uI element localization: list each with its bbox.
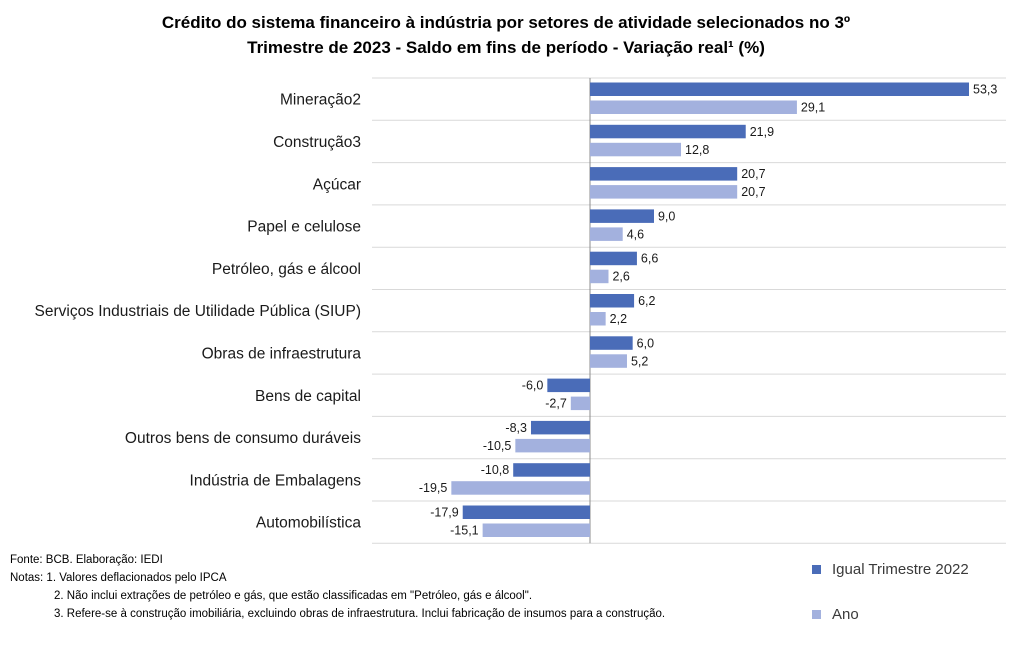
note-2: 2. Não inclui extrações de petróleo e gá… bbox=[54, 590, 533, 602]
category-label: Petróleo, gás e álcool bbox=[212, 261, 361, 278]
category-label: Automobilística bbox=[256, 515, 361, 532]
value-label-ano: 29,1 bbox=[801, 101, 825, 115]
category-label: Mineração2 bbox=[280, 92, 361, 109]
value-label-igual-trimestre: 20,7 bbox=[741, 167, 765, 181]
bar-igual-trimestre bbox=[590, 209, 654, 223]
value-label-ano: 5,2 bbox=[631, 354, 648, 368]
value-label-igual-trimestre: 6,2 bbox=[638, 294, 655, 308]
category-label: Serviços Industriais de Utilidade Públic… bbox=[35, 303, 362, 320]
value-label-igual-trimestre: 53,3 bbox=[973, 83, 997, 97]
chart-title: Crédito do sistema financeiro à indústri… bbox=[0, 10, 1012, 60]
category-label: Outros bens de consumo duráveis bbox=[125, 430, 361, 447]
value-label-igual-trimestre: 6,0 bbox=[637, 336, 654, 350]
bar-ano bbox=[590, 312, 606, 326]
chart-bars bbox=[451, 82, 969, 537]
bar-igual-trimestre bbox=[590, 124, 746, 139]
bar-igual-trimestre bbox=[590, 251, 637, 266]
value-label-ano: 12,8 bbox=[685, 143, 709, 157]
category-label: Obras de infraestrutura bbox=[202, 345, 362, 362]
value-label-ano: 4,6 bbox=[627, 227, 644, 241]
category-label: Construção3 bbox=[273, 134, 361, 151]
bar-igual-trimestre bbox=[530, 420, 590, 435]
legend-label-ano: Ano bbox=[832, 605, 859, 623]
bar-ano bbox=[515, 438, 590, 453]
value-label-igual-trimestre: -6,0 bbox=[522, 379, 544, 393]
legend-item-igual-trimestre: Igual Trimestre 2022 bbox=[812, 558, 969, 580]
bar-igual-trimestre bbox=[547, 378, 590, 393]
bar-ano bbox=[590, 142, 682, 157]
value-label-ano: -2,7 bbox=[545, 397, 567, 411]
category-label: Indústria de Embalagens bbox=[190, 472, 362, 489]
value-label-ano: 2,2 bbox=[610, 312, 627, 326]
chart-title-line1: Crédito do sistema financeiro à indústri… bbox=[161, 13, 851, 32]
chart-title-line2: Trimestre de 2023 - Saldo em fins de per… bbox=[247, 38, 765, 57]
chart-grid bbox=[372, 77, 1006, 544]
bar-igual-trimestre bbox=[462, 505, 590, 519]
bar-ano bbox=[570, 396, 590, 411]
chart-labels: Mineração2 53,3 29,1 Construção3 21,9 12,8 Açú… bbox=[35, 83, 998, 538]
legend-swatch-igual-trimestre bbox=[812, 564, 821, 574]
category-label: Açúcar bbox=[313, 176, 361, 193]
legend-item-ano: Ano bbox=[812, 603, 969, 625]
bar-igual-trimestre bbox=[590, 82, 969, 96]
bar-igual-trimestre bbox=[590, 336, 633, 350]
bar-chart: Mineração2 53,3 29,1 Construção3 21,9 12,8 Açú… bbox=[35, 77, 1006, 544]
value-label-igual-trimestre: 6,6 bbox=[641, 252, 658, 266]
note-1: Notas: 1. Valores deflacionados pelo IPC… bbox=[10, 572, 227, 584]
legend-swatch-ano bbox=[812, 609, 821, 619]
bar-igual-trimestre bbox=[590, 294, 635, 308]
bar-ano bbox=[482, 523, 590, 537]
bar-ano bbox=[590, 269, 609, 284]
note-3: 3. Refere-se à construção imobiliária, e… bbox=[54, 608, 666, 620]
value-label-igual-trimestre: 9,0 bbox=[658, 209, 675, 223]
value-label-igual-trimestre: -17,9 bbox=[430, 506, 459, 520]
category-label: Bens de capital bbox=[255, 388, 361, 405]
bar-ano bbox=[590, 185, 738, 199]
value-label-ano: 20,7 bbox=[741, 185, 765, 199]
bar-ano bbox=[590, 227, 623, 241]
value-label-igual-trimestre: -8,3 bbox=[505, 421, 527, 435]
bar-ano bbox=[590, 354, 627, 368]
chart-notes: Fonte: BCB. Elaboração: IEDI Notas: 1. V… bbox=[10, 551, 665, 623]
bar-ano bbox=[590, 100, 797, 114]
bar-igual-trimestre bbox=[513, 463, 590, 477]
bar-ano bbox=[451, 481, 590, 495]
value-label-ano: -15,1 bbox=[450, 524, 479, 538]
value-label-ano: 2,6 bbox=[612, 270, 629, 284]
chart-legend: Igual Trimestre 2022 Ano bbox=[812, 558, 969, 648]
value-label-igual-trimestre: 21,9 bbox=[750, 125, 774, 139]
category-label: Papel e celulose bbox=[247, 219, 361, 236]
source-note: Fonte: BCB. Elaboração: IEDI bbox=[10, 554, 163, 566]
value-label-ano: -10,5 bbox=[483, 439, 512, 453]
bar-igual-trimestre bbox=[590, 167, 738, 181]
legend-label-igual-trimestre: Igual Trimestre 2022 bbox=[832, 560, 969, 578]
value-label-ano: -19,5 bbox=[419, 481, 448, 495]
value-label-igual-trimestre: -10,8 bbox=[481, 463, 510, 477]
